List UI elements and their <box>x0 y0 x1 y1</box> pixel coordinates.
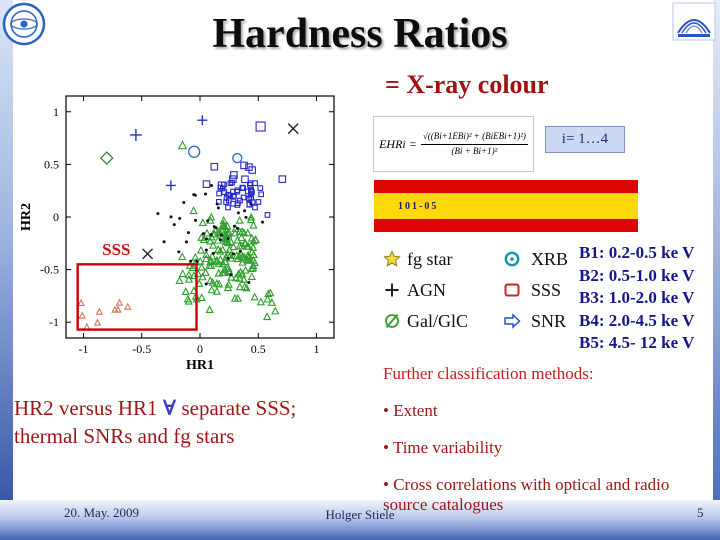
svg-text:-0.5: -0.5 <box>132 342 151 356</box>
ehr-formula: EHRi = √((Bi+1EBi)² + (BiEBi+1)²) (Bi + … <box>373 116 534 172</box>
caption-part1: HR2 versus HR1 <box>14 396 163 420</box>
institute-logo-icon <box>672 2 716 41</box>
energy-band-item: B4: 2.0-4.5 ke V <box>579 310 695 330</box>
legend-label-agn: AGN <box>407 279 446 300</box>
hr-scatter-plot: -1 -0.5 0 0.5 1 -1 -0.5 0 0.5 1 HR1 HR2 SSS <box>16 84 350 380</box>
svg-text:0: 0 <box>197 342 203 356</box>
arrow-icon <box>503 312 531 330</box>
flag-stripe-top <box>374 180 638 193</box>
formula-lhs: EHRi = <box>379 136 417 151</box>
footer-date: 20. May. 2009 <box>64 505 139 520</box>
square-icon <box>503 281 531 299</box>
plus-icon <box>383 281 407 299</box>
flag-stripe-bottom <box>374 219 638 232</box>
svg-text:0.5: 0.5 <box>251 342 266 356</box>
classification-block: Further classification methods: Extent T… <box>383 364 683 515</box>
svg-text:-0.5: -0.5 <box>40 263 59 277</box>
energy-band-item: B5: 4.5- 12 ke V <box>579 333 695 352</box>
index-range-badge: i= 1…4 <box>545 126 625 153</box>
page-title: Hardness Ratios <box>212 11 508 57</box>
svg-text:-1: -1 <box>78 342 88 356</box>
legend-label-galglc: Gal/GlC <box>407 310 468 331</box>
formula-overlay-flag: 101-05 <box>374 180 638 232</box>
formula-denominator: (Bi + Bi+1)² <box>451 145 498 156</box>
left-border-strip <box>0 0 13 540</box>
flag-marks: 101-05 <box>398 200 439 212</box>
energy-band-list: B1: 0.2-0.5 ke V B2: 0.5-1.0 ke V B3: 1.… <box>579 242 715 355</box>
institution-logo-left <box>2 2 46 51</box>
formula-fraction: √((Bi+1EBi)² + (BiEBi+1)²) (Bi + Bi+1)² <box>420 130 528 158</box>
svg-text:HR1: HR1 <box>186 358 214 373</box>
circle-dot-icon <box>503 250 531 268</box>
star-icon <box>383 250 407 268</box>
source-type-legend: fg star XRB AGN SSS Gal/GlC SNR <box>383 246 568 334</box>
svg-text:1: 1 <box>314 342 320 356</box>
classification-item-time-variability: Time variability <box>383 438 683 458</box>
footer-page-number: 5 <box>697 505 704 520</box>
xray-colour-label: = X-ray colour <box>385 70 549 99</box>
legend-label-xrb: XRB <box>531 248 569 269</box>
svg-text:0.5: 0.5 <box>44 157 59 171</box>
legend-label-sss: SSS <box>531 279 562 300</box>
svg-text:1: 1 <box>53 105 59 119</box>
flag-stripe-middle: 101-05 <box>374 193 638 219</box>
caption-part2: separate SSS; <box>176 396 297 420</box>
footer-author: Holger Stiele <box>325 507 395 522</box>
institution-logo-right <box>672 2 716 47</box>
svg-text:SSS: SSS <box>102 240 130 259</box>
globe-logo-icon <box>2 2 46 46</box>
svg-text:0: 0 <box>53 210 59 224</box>
legend-label-fg-star: fg star <box>407 248 453 269</box>
svg-text:HR2: HR2 <box>19 203 34 231</box>
classification-item-cross-correlations: Cross correlations with optical and radi… <box>383 475 683 515</box>
classification-item-extent: Extent <box>383 401 683 421</box>
crossed-circle-icon <box>383 312 407 330</box>
energy-band-item: B1: 0.2-0.5 ke V <box>579 243 695 262</box>
energy-band-item: B3: 1.0-2.0 ke V <box>579 288 695 307</box>
plot-caption: HR2 versus HR1 ∀ separate SSS; thermal S… <box>14 394 354 450</box>
energy-band-item: B2: 0.5-1.0 ke V <box>579 265 695 285</box>
caption-line-2: thermal SNRs and fg stars <box>14 424 235 448</box>
right-border-strip <box>713 0 720 540</box>
legend-label-snr: SNR <box>531 310 567 331</box>
forall-symbol: ∀ <box>162 396 177 420</box>
classification-title: Further classification methods: <box>383 364 594 383</box>
caption-line-1: HR2 versus HR1 ∀ separate SSS; <box>14 394 354 422</box>
svg-text:-1: -1 <box>49 315 59 329</box>
scatter-svg: -1 -0.5 0 0.5 1 -1 -0.5 0 0.5 1 HR1 HR2 SSS <box>19 95 335 373</box>
formula-numerator: √((Bi+1EBi)² + (BiEBi+1)²) <box>420 130 528 145</box>
